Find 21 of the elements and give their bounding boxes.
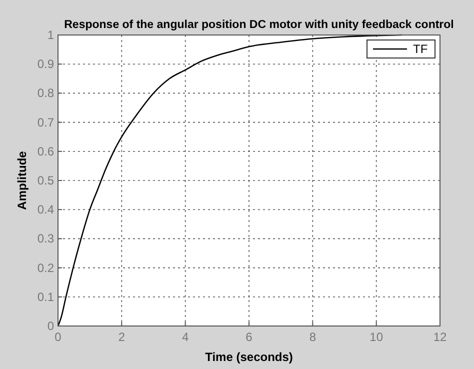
x-tick-label: 2 (118, 330, 126, 344)
x-tick-label: 10 (370, 330, 384, 344)
legend-label: TF (413, 42, 428, 56)
x-tick-label: 6 (246, 330, 253, 344)
y-tick-label: 0.2 (37, 260, 54, 275)
x-axis-title: Time (seconds) (205, 350, 293, 364)
y-tick-label: 0.4 (37, 202, 54, 217)
x-tick-label: 8 (309, 330, 316, 344)
y-tick-label: 0.9 (37, 57, 54, 72)
y-axis-title: Amplitude (15, 150, 29, 210)
y-tick-label: 0.6 (37, 144, 54, 158)
y-tick-label: 0.5 (37, 174, 54, 188)
y-tick-label: 0 (47, 319, 54, 333)
y-tick-label: 0.3 (37, 232, 54, 246)
chart-title: Response of the angular position DC motor with unity feedback control (64, 19, 454, 31)
x-tick-label: 4 (182, 330, 189, 344)
y-tick-label: 0.8 (37, 86, 54, 100)
y-tick-label: 0.1 (37, 290, 54, 304)
y-tick-label: 1 (47, 28, 54, 42)
y-tick-label: 0.7 (37, 115, 54, 130)
x-tick-label: 12 (433, 330, 447, 344)
